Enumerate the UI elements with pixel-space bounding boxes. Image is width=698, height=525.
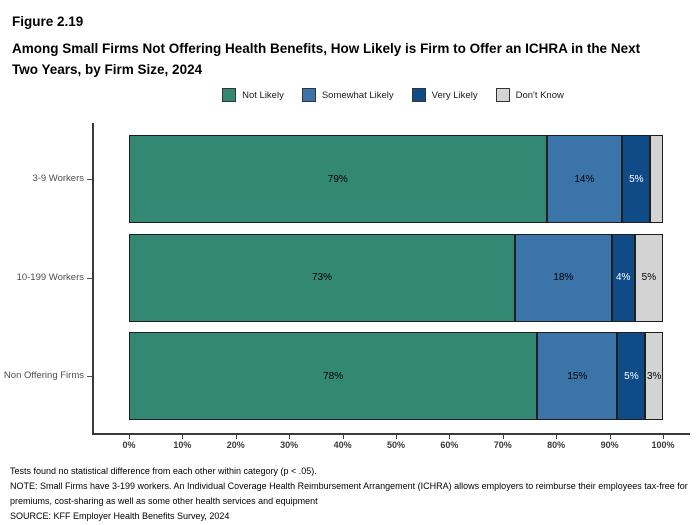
x-axis-tick-label: 100% xyxy=(651,440,675,450)
bar-row-10-199-workers: 73% 18% 4% 5% xyxy=(129,233,664,322)
y-axis-category-label: Non Offering Firms xyxy=(3,370,84,381)
y-axis-category-label: 10-199 Workers xyxy=(16,271,84,283)
bar-segment-not-likely: 79% xyxy=(129,135,547,223)
x-axis-tick xyxy=(609,435,611,439)
stacked-bar-chart: 3-9 Workers 79% 14% 5% 10-199 Workers 73% 18% 4… xyxy=(0,115,698,475)
x-axis-tick xyxy=(449,435,451,439)
x-axis-tick xyxy=(663,435,664,439)
bar-segment-somewhat-likely: 15% xyxy=(537,332,618,420)
y-axis-tick xyxy=(87,376,92,377)
bar-row-non-offering-firms: 78% 15% 5% 3% xyxy=(129,332,664,420)
bar-segment-value: 78% xyxy=(323,370,344,382)
x-axis-tick-label: 10% xyxy=(173,440,192,450)
x-axis-tick xyxy=(182,435,184,439)
bar-segment-value: 5% xyxy=(641,272,657,283)
footnote-source: SOURCE: KFF Employer Health Benefits Sur… xyxy=(10,511,230,521)
x-axis-tick xyxy=(556,435,558,439)
footnote-note: NOTE: Small Firms have 3-199 workers. An… xyxy=(10,481,688,506)
y-axis-tick xyxy=(87,277,92,279)
bar-segment-value: 5% xyxy=(629,173,644,185)
bar-segment-somewhat-likely: 18% xyxy=(514,233,612,322)
x-axis-tick xyxy=(396,435,397,439)
legend-label: Not Likely xyxy=(242,89,284,101)
x-axis-tick-label: 0% xyxy=(122,440,136,450)
bar-segment-not-likely: 73% xyxy=(129,233,515,322)
bar-segment-value: 5% xyxy=(624,370,639,382)
x-axis-tick xyxy=(129,435,130,439)
x-axis-tick-label: 60% xyxy=(440,440,459,450)
x-axis-tick xyxy=(502,435,504,439)
bar-segment-value: 18% xyxy=(553,272,574,283)
legend-item-very-likely: Very Likely xyxy=(411,88,478,102)
legend: Not Likely Somewhat Likely Very Likely Don'… xyxy=(92,88,694,102)
legend-label: Very Likely xyxy=(431,89,478,101)
legend-label: Don't Know xyxy=(515,89,564,101)
chart-footnotes: Tests found no statistical difference fr… xyxy=(10,464,696,524)
x-axis-tick xyxy=(235,435,237,439)
y-axis-tick xyxy=(87,179,92,180)
bar-segment-don-t-know: 5% xyxy=(634,233,664,322)
figure-number: Figure 2.19 xyxy=(12,14,84,29)
bar-segment-value: 3% xyxy=(646,370,662,382)
legend-item-somewhat-likely: Somewhat Likely xyxy=(301,88,394,102)
bar-segment-value: 15% xyxy=(567,370,588,382)
footnote-tests: Tests found no statistical difference fr… xyxy=(10,466,317,476)
legend-swatch-don-t-know xyxy=(495,88,510,102)
chart-title: Among Small Firms Not Offering Health Be… xyxy=(12,41,641,77)
legend-item-don-t-know: Don't Know xyxy=(495,88,564,102)
x-axis-tick-label: 20% xyxy=(226,440,245,450)
x-axis-tick xyxy=(289,435,291,439)
bar-segment-very-likely: 5% xyxy=(617,332,646,420)
x-axis-tick-label: 90% xyxy=(600,440,619,450)
x-axis-tick-label: 70% xyxy=(493,440,512,450)
x-axis-line xyxy=(92,433,690,435)
legend-swatch-not-likely xyxy=(222,88,237,102)
bar-segment-don-t-know: 3% xyxy=(645,332,664,420)
y-axis-category-label: 3-9 Workers xyxy=(32,173,84,184)
chart-header: Figure 2.19 Among Small Firms Not Offeri… xyxy=(12,14,684,80)
legend-label: Somewhat Likely xyxy=(321,89,394,101)
y-axis-line xyxy=(92,123,94,435)
x-axis-tick-label: 40% xyxy=(333,440,352,450)
bar-row-3-9-workers: 79% 14% 5% xyxy=(129,135,663,223)
bar-segment-very-likely: 5% xyxy=(622,135,651,223)
bar-segment-not-likely: 78% xyxy=(129,332,538,420)
bar-segment-value: 14% xyxy=(574,173,595,185)
bar-segment-don-t-know xyxy=(650,135,663,223)
bar-segment-value: 4% xyxy=(615,272,631,283)
legend-item-not-likely: Not Likely xyxy=(222,88,284,102)
x-axis-tick-label: 80% xyxy=(547,440,566,450)
x-axis-tick-label: 30% xyxy=(280,440,299,450)
bar-segment-very-likely: 4% xyxy=(611,233,635,322)
x-axis-tick xyxy=(342,435,344,439)
bar-segment-value: 79% xyxy=(327,173,348,185)
x-axis-tick-label: 50% xyxy=(386,440,405,450)
bar-segment-value: 73% xyxy=(311,272,332,283)
bar-segment-somewhat-likely: 14% xyxy=(546,135,623,223)
legend-swatch-very-likely xyxy=(411,88,426,102)
legend-swatch-somewhat-likely xyxy=(301,88,316,102)
